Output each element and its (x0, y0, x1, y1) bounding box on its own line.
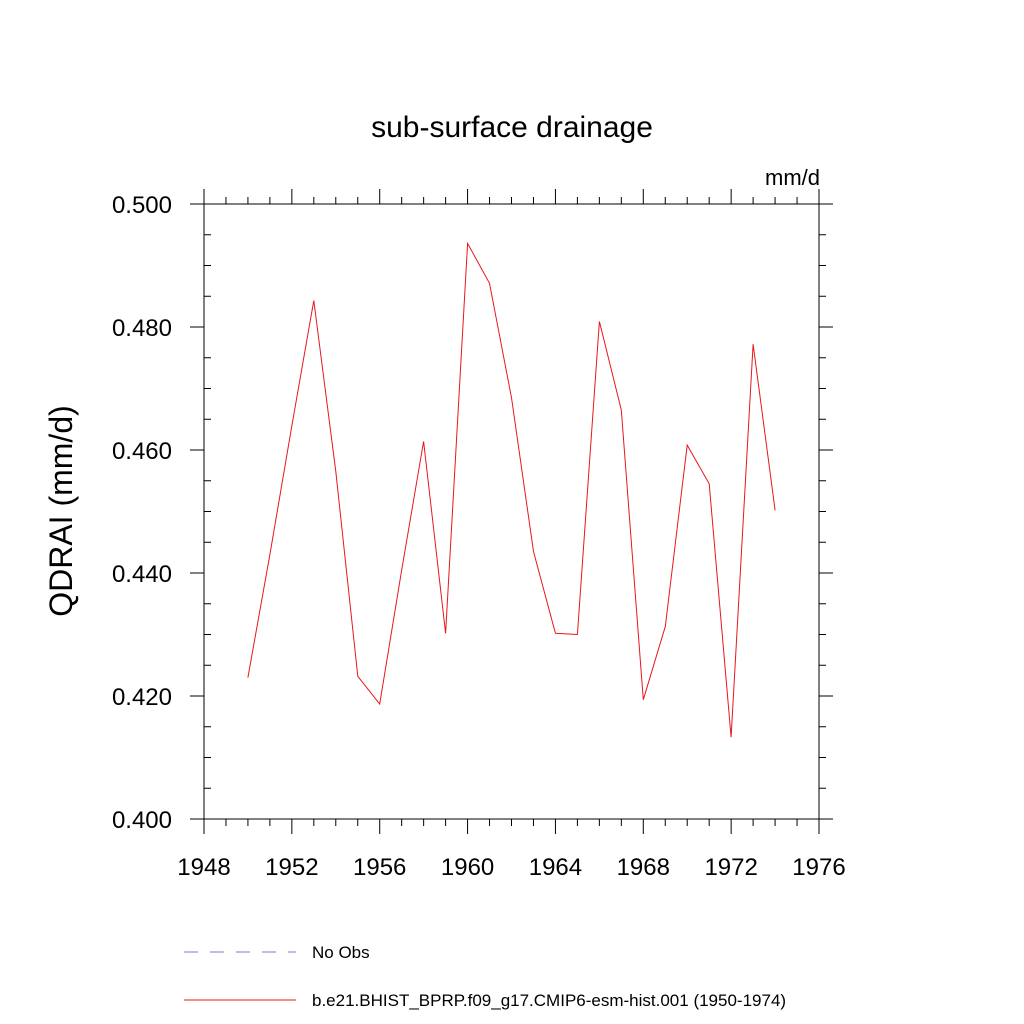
x-tick-label: 1960 (441, 854, 494, 881)
units-label: mm/d (765, 165, 820, 190)
x-tick-label: 1968 (617, 854, 670, 881)
x-tick-label: 1956 (353, 854, 406, 881)
axis-tick-labels: 1948 1952 1956 1960 1964 1968 1972 1976 0.400 0.4… (112, 192, 846, 881)
legend: No Obs b.e21.BHIST_BPRP.f09_g17.CMIP6-esm… (184, 943, 786, 1010)
y-axis-label: QDRAI (mm/d) (43, 405, 79, 617)
y-tick-label: 0.460 (112, 438, 172, 465)
x-tick-label: 1972 (704, 854, 757, 881)
legend-label: b.e21.BHIST_BPRP.f09_g17.CMIP6-esm-hist.… (312, 991, 786, 1010)
series-line (247, 241, 776, 738)
chart-title: sub-surface drainage (371, 111, 653, 144)
plot-frame (203, 203, 820, 820)
y-tick-label: 0.480 (112, 315, 172, 342)
x-tick-label: 1964 (529, 854, 582, 881)
y-tick-label: 0.500 (112, 192, 172, 219)
axis-ticks (190, 189, 833, 834)
series-layer (247, 241, 776, 738)
x-tick-label: 1948 (177, 854, 230, 881)
y-tick-label: 0.400 (112, 807, 172, 834)
y-tick-label: 0.440 (112, 561, 172, 588)
x-tick-label: 1952 (265, 854, 318, 881)
y-tick-label: 0.420 (112, 684, 172, 711)
legend-label: No Obs (312, 943, 370, 962)
x-tick-label: 1976 (792, 854, 845, 881)
